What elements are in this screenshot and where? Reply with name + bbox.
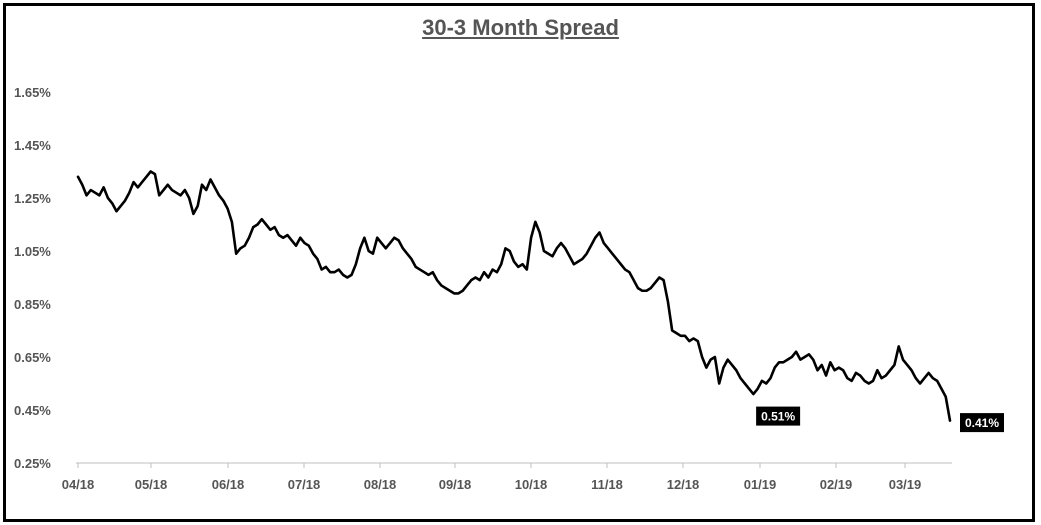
x-tick-label: 12/18	[667, 477, 700, 492]
x-tick-label: 02/19	[820, 477, 853, 492]
x-tick-label: 01/19	[744, 477, 777, 492]
y-tick-label: 0.45%	[14, 403, 51, 418]
x-tick-label: 04/18	[62, 477, 95, 492]
y-tick-label: 1.65%	[14, 85, 51, 100]
data-label: 0.51%	[756, 406, 801, 426]
data-label-box	[756, 406, 801, 426]
plot-area	[76, 170, 952, 422]
chart-title: 30-3 Month Spread	[422, 15, 619, 40]
y-tick-label: 1.05%	[14, 244, 51, 259]
x-tick-label: 11/18	[591, 477, 623, 492]
x-tick-label: 07/18	[288, 477, 321, 492]
x-tick-label: 03/19	[889, 477, 922, 492]
series-line	[76, 170, 952, 422]
data-label-text: 0.41%	[965, 416, 999, 430]
data-label-box	[960, 413, 1004, 433]
y-tick-label: 0.85%	[14, 297, 51, 312]
y-axis: 0.25% 0.45% 0.65% 0.85% 1.05% 1.25% 1.45% 1.65%	[14, 85, 51, 471]
x-axis: 04/18 05/18 06/18 07/18 08/18 09/18 10/18 11/18…	[62, 462, 952, 492]
y-tick-label: 1.45%	[14, 138, 51, 153]
x-tick-label: 06/18	[212, 477, 245, 492]
data-label: 0.41%	[960, 413, 1004, 433]
x-tick-label: 10/18	[515, 477, 548, 492]
x-tick-label: 09/18	[439, 477, 472, 492]
data-label-text: 0.51%	[761, 410, 795, 424]
x-tick-label: 05/18	[135, 477, 168, 492]
annotations: 0.51% 0.41%	[756, 406, 1004, 433]
chart-frame	[3, 3, 1035, 522]
y-tick-label: 1.25%	[14, 191, 51, 206]
x-tick-label: 08/18	[364, 477, 397, 492]
y-tick-label: 0.65%	[14, 350, 51, 365]
y-tick-label: 0.25%	[14, 456, 51, 471]
